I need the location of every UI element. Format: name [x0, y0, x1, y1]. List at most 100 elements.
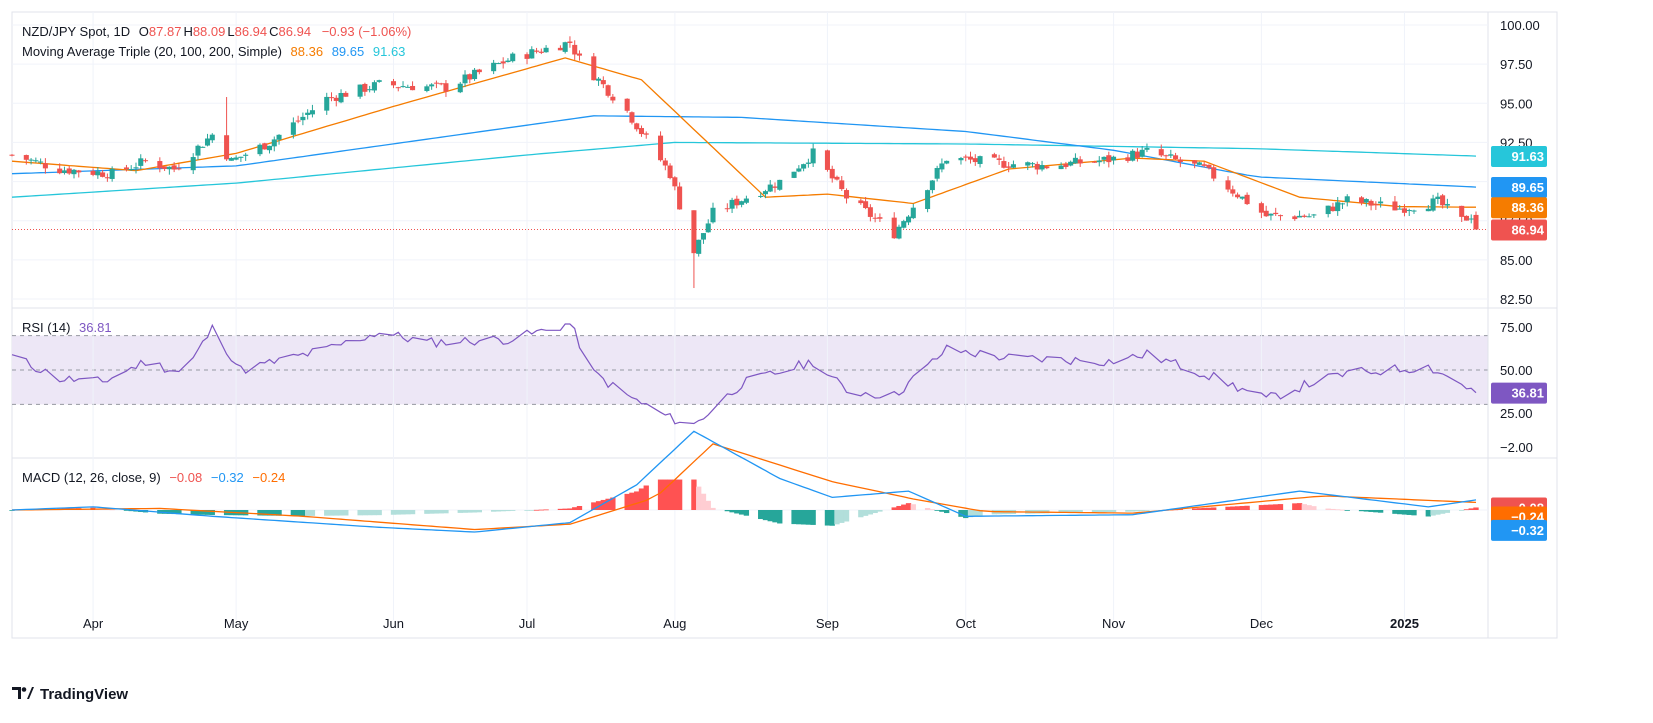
ma200-badge [1491, 146, 1547, 168]
macd-line-value: −0.32 [210, 470, 244, 485]
candle-down [1263, 210, 1269, 217]
macd-histogram-bar [1196, 508, 1203, 510]
candle-up [934, 168, 940, 179]
macd-histogram-bar [901, 504, 907, 510]
macd-histogram-bar [476, 510, 482, 513]
macd-histogram-bar [1425, 510, 1431, 517]
macd-histogram-bar [109, 509, 115, 511]
macd-histogram-bar [1106, 510, 1112, 513]
macd-histogram-bar [672, 479, 678, 510]
macd-histogram-bar [271, 510, 277, 516]
candle-up [729, 199, 735, 209]
macd-histogram-bar [166, 510, 173, 514]
macd-histogram-bar [190, 510, 196, 515]
candle-up [1058, 165, 1064, 170]
candle-down [1230, 189, 1236, 194]
candle-down [634, 123, 640, 130]
macd-histogram-bar [576, 506, 583, 510]
candle-up [324, 96, 330, 111]
candle-down [1440, 195, 1446, 206]
macd-histogram-bar [777, 510, 783, 524]
candle-down [839, 180, 845, 190]
candle-up [266, 145, 273, 151]
candle-up [1335, 202, 1341, 212]
time-tick-label: Jun [383, 616, 404, 631]
macd-histogram-bar [1091, 510, 1098, 513]
ma20-line [11, 57, 1476, 208]
time-tick-label: Sep [816, 616, 839, 631]
macd-histogram-bar [428, 510, 435, 514]
candle-up [491, 62, 497, 72]
tradingview-brand[interactable]: TradingView [12, 686, 128, 703]
candle-down [1134, 151, 1140, 158]
candle-up [1406, 210, 1412, 212]
macd-histogram-bar [1335, 509, 1341, 511]
candle-down [1244, 194, 1250, 205]
macd-histogram-bar [538, 509, 544, 511]
macd-histogram-bar [395, 510, 401, 515]
candle-up [1144, 147, 1150, 150]
ma-legend-title: Moving Average Triple (20, 100, 200, Sim… [22, 44, 282, 59]
candle-up [910, 207, 916, 219]
candle-up [958, 157, 964, 161]
candle-up [228, 158, 234, 161]
ma100-badge-label: 89.65 [1511, 180, 1544, 195]
candle-up [309, 110, 315, 115]
macd-histogram-bar [696, 486, 702, 510]
candle-up [290, 122, 296, 135]
candle-down [662, 160, 668, 166]
time-tick-label: Dec [1250, 616, 1274, 631]
ohlc-c: C86.94 [269, 24, 312, 39]
candle-up [424, 86, 430, 92]
macd-signal-value: −0.24 [252, 470, 286, 485]
macd-histogram-bar [1392, 510, 1398, 514]
macd-histogram-bar [877, 510, 883, 512]
candle-down [9, 154, 15, 156]
ma200-badge-label: 91.63 [1511, 149, 1544, 164]
macd-histogram-bar [324, 510, 330, 516]
candle-down [42, 163, 48, 169]
candle-down [162, 166, 168, 169]
candle-down [1106, 155, 1112, 163]
macd-histogram-bar [471, 510, 478, 513]
candle-down [333, 97, 339, 101]
candle-up [204, 138, 211, 146]
candle-down [1192, 160, 1198, 164]
macd-histogram-bar [772, 510, 778, 523]
candle-down [963, 156, 969, 158]
macd-histogram-bar [705, 500, 711, 510]
candle-up [1297, 215, 1303, 218]
candle-up [1325, 205, 1331, 215]
macd-histogram-bar [362, 510, 368, 516]
ohlc-h: H88.09 [183, 24, 226, 39]
macd-histogram-bar [1268, 504, 1274, 510]
candle-up [1397, 208, 1403, 210]
candle-down [557, 47, 563, 51]
candle-down [643, 133, 649, 135]
macd-histogram-bar [1444, 510, 1451, 513]
macd-histogram-bar [1325, 508, 1331, 510]
candle-down [157, 161, 163, 169]
macd-histogram-bar [333, 510, 339, 516]
candle-up [95, 171, 101, 176]
macd-histogram-bar [1239, 506, 1245, 510]
candle-up [1425, 208, 1431, 212]
macd-histogram-bar [605, 498, 611, 510]
candle-up [462, 74, 468, 84]
candle-down [438, 83, 444, 85]
candle-up [1239, 196, 1245, 199]
rsi-line [11, 323, 1477, 425]
time-tick-label: Nov [1102, 616, 1126, 631]
macd-histogram-bar [562, 508, 568, 510]
candle-up [138, 158, 144, 166]
macd-histogram-bar [257, 510, 263, 516]
macd-histogram-bar [591, 502, 597, 510]
macd-histogram-bar [567, 508, 573, 510]
macd-histogram-bar [1473, 507, 1479, 510]
macd-histogram-bar [643, 485, 649, 510]
candle-down [467, 74, 473, 80]
macd-histogram-bar [1439, 510, 1446, 514]
candle-up [1130, 150, 1136, 161]
